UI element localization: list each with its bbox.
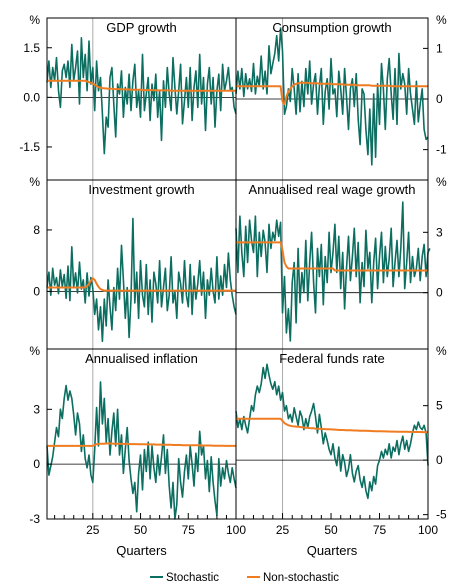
series-stochastic xyxy=(235,363,429,500)
y-tick-label: 0 xyxy=(436,286,443,300)
panel-title: Annualised inflation xyxy=(85,351,198,366)
y-tick-label: 0 xyxy=(436,453,443,467)
unit-label: % xyxy=(436,175,447,189)
legend-stochastic-label: Stochastic xyxy=(166,572,219,584)
panel-investment-growth: Investment growth% 8 0 xyxy=(29,175,237,349)
y-tick-label: 1 xyxy=(436,41,443,55)
y-tick-label: -1 xyxy=(436,143,447,157)
x-tick-label: 75 xyxy=(373,523,387,537)
series-stochastic xyxy=(235,201,431,342)
series-non-stochastic xyxy=(236,81,428,106)
y-tick-label: 3 xyxy=(33,402,40,416)
unit-label: % xyxy=(29,175,40,189)
unit-label: % xyxy=(29,344,40,358)
y-tick-label: 0 xyxy=(436,92,443,106)
frame-border xyxy=(46,17,429,520)
x-tick-label: 25 xyxy=(86,523,100,537)
x-tick-label: 100 xyxy=(226,523,246,537)
x-tick-label: 25 xyxy=(276,523,290,537)
series-non-stochastic xyxy=(47,442,236,447)
panel-annualised-real-wage-growth: Annualised real wage growth % 3 0 xyxy=(235,175,447,349)
unit-label: % xyxy=(436,344,447,358)
series-stochastic xyxy=(46,217,237,343)
panel-title: Federal funds rate xyxy=(279,351,385,366)
panel-title: GDP growth xyxy=(106,20,177,35)
y-tick-label: -5 xyxy=(436,508,447,522)
legend-non-stochastic-label: Non-stochastic xyxy=(263,572,339,584)
y-tick-label: 8 xyxy=(33,223,40,237)
panel-title: Annualised real wage growth xyxy=(249,182,416,197)
panel-annualised-inflation: Annualised inflation% 3 0 -3 xyxy=(29,344,237,526)
x-tick-label: 100 xyxy=(418,523,438,537)
chart-legend: Stochastic Non-stochastic xyxy=(150,572,339,584)
y-tick-label: 5 xyxy=(436,399,443,413)
panel-federal-funds-rate: Federal funds rate % 5 0 -5 xyxy=(235,344,447,522)
y-tick-label: -1.5 xyxy=(19,140,40,154)
y-tick-label: 3 xyxy=(436,225,443,239)
x-tick-label: 50 xyxy=(134,523,148,537)
series-stochastic xyxy=(46,381,237,520)
unit-label: % xyxy=(29,13,40,27)
x-tick-label: 75 xyxy=(182,523,196,537)
y-tick-label: 1.5 xyxy=(23,41,40,55)
series-non-stochastic xyxy=(236,417,428,434)
panel-title: Investment growth xyxy=(88,182,194,197)
series-non-stochastic xyxy=(47,79,236,92)
chart-panels: GDP growth% 1.5 0.0 -1.5 Consumption growth%… xyxy=(19,13,447,526)
x-tick-label: 50 xyxy=(324,523,338,537)
series-non-stochastic xyxy=(236,241,428,272)
y-tick-label: -3 xyxy=(29,512,40,526)
panel-consumption-growth: Consumption growth % 1 0 -1 xyxy=(235,13,447,180)
x-axis: 25 50 75 100 Quarters 25 50 75 100 Quarters xyxy=(54,513,438,558)
y-tick-label: 0 xyxy=(33,284,40,298)
chart-frame xyxy=(46,17,429,520)
x-axis-title: Quarters xyxy=(307,543,358,558)
panel-gdp-growth: GDP growth% 1.5 0.0 -1.5 xyxy=(19,13,237,180)
unit-label: % xyxy=(436,13,447,27)
y-tick-label: 0.0 xyxy=(23,90,40,104)
panel-title: Consumption growth xyxy=(272,20,391,35)
y-tick-label: 0 xyxy=(33,457,40,471)
x-axis-title: Quarters xyxy=(116,543,167,558)
series-stochastic xyxy=(235,27,429,166)
series-non-stochastic xyxy=(47,277,236,292)
series-stochastic xyxy=(46,36,237,155)
